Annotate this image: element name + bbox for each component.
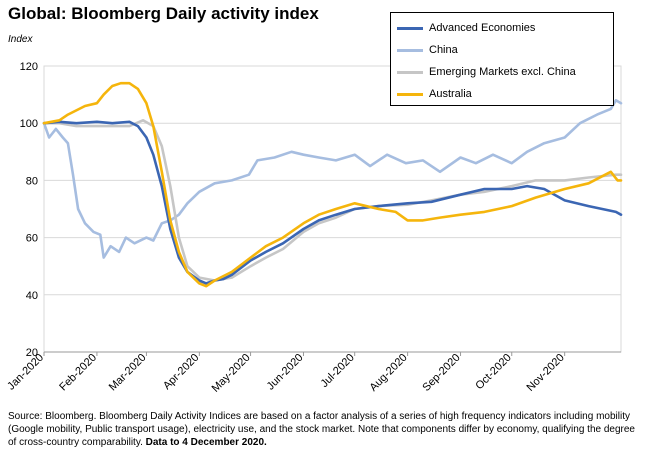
chart-legend: Advanced Economies China Emerging Market…: [390, 12, 614, 106]
y-tick-label: 60: [26, 233, 38, 245]
source-note: Source: Bloomberg. Bloomberg Daily Activ…: [8, 410, 638, 449]
x-tick-label: Aug-2020: [368, 352, 410, 394]
x-tick-label: Mar-2020: [107, 352, 149, 394]
y-tick-label: 80: [26, 175, 38, 187]
legend-item-advanced-economies: Advanced Economies: [391, 18, 535, 38]
x-tick-label: Apr-2020: [161, 352, 201, 392]
series-lines: [42, 81, 623, 288]
axes: [43, 351, 621, 356]
y-tick-label: 100: [20, 118, 38, 130]
x-tick-label: Jun-2020: [265, 352, 306, 393]
y-tick-label: 20: [26, 347, 38, 359]
legend-label: Emerging Markets excl. China: [429, 66, 576, 78]
series-line-china: [42, 99, 623, 259]
y-axis-label: Index: [8, 34, 33, 45]
x-tick-label: Oct-2020: [473, 352, 513, 392]
source-note-emphasis: Data to 4 December 2020.: [145, 437, 267, 448]
legend-item-china: China: [391, 40, 458, 60]
legend-label: Advanced Economies: [429, 22, 536, 34]
x-tick-label: May-2020: [210, 352, 253, 395]
series-line-australia: [42, 81, 623, 288]
y-tick-label: 120: [20, 61, 38, 73]
legend-label: China: [429, 44, 458, 56]
series-line-advanced-economies: [42, 120, 623, 285]
x-tick-label: Nov-2020: [525, 352, 567, 394]
x-tick-label: Sep-2020: [420, 352, 462, 394]
legend-swatch: [397, 92, 423, 96]
legend-item-australia: Australia: [391, 84, 472, 104]
legend-swatch: [397, 48, 423, 52]
legend-swatch: [397, 70, 423, 74]
x-tick-label: Jul-2020: [318, 352, 356, 390]
legend-swatch: [397, 26, 423, 30]
source-note-text: Source: Bloomberg. Bloomberg Daily Activ…: [8, 411, 635, 448]
legend-item-emerging-markets: Emerging Markets excl. China: [391, 62, 576, 82]
chart-title: Global: Bloomberg Daily activity index: [8, 4, 319, 23]
x-tick-label: Feb-2020: [57, 352, 99, 394]
legend-label: Australia: [429, 88, 472, 100]
y-tick-label: 40: [26, 290, 38, 302]
